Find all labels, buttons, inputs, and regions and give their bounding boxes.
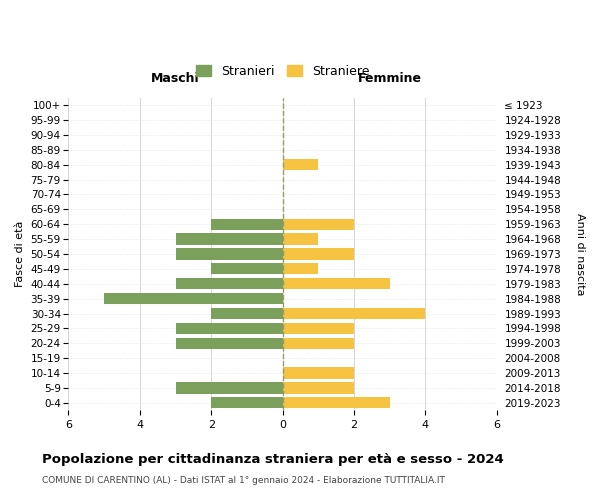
Bar: [283, 308, 425, 319]
Bar: [211, 218, 283, 230]
Bar: [283, 368, 354, 378]
Bar: [104, 293, 283, 304]
Bar: [211, 264, 283, 274]
Bar: [283, 278, 389, 289]
Text: COMUNE DI CARENTINO (AL) - Dati ISTAT al 1° gennaio 2024 - Elaborazione TUTTITAL: COMUNE DI CARENTINO (AL) - Dati ISTAT al…: [42, 476, 445, 485]
Text: Maschi: Maschi: [151, 72, 200, 85]
Bar: [176, 248, 283, 260]
Y-axis label: Anni di nascita: Anni di nascita: [575, 212, 585, 295]
Bar: [283, 248, 354, 260]
Bar: [176, 323, 283, 334]
Bar: [283, 264, 318, 274]
Bar: [283, 218, 354, 230]
Bar: [283, 382, 354, 394]
Text: Femmine: Femmine: [358, 72, 422, 85]
Bar: [211, 308, 283, 319]
Bar: [176, 234, 283, 244]
Bar: [283, 338, 354, 349]
Bar: [211, 398, 283, 408]
Bar: [176, 382, 283, 394]
Bar: [283, 159, 318, 170]
Bar: [176, 338, 283, 349]
Text: Popolazione per cittadinanza straniera per età e sesso - 2024: Popolazione per cittadinanza straniera p…: [42, 452, 504, 466]
Bar: [176, 278, 283, 289]
Bar: [283, 234, 318, 244]
Y-axis label: Fasce di età: Fasce di età: [15, 221, 25, 287]
Legend: Stranieri, Straniere: Stranieri, Straniere: [191, 60, 374, 83]
Bar: [283, 398, 389, 408]
Bar: [283, 323, 354, 334]
